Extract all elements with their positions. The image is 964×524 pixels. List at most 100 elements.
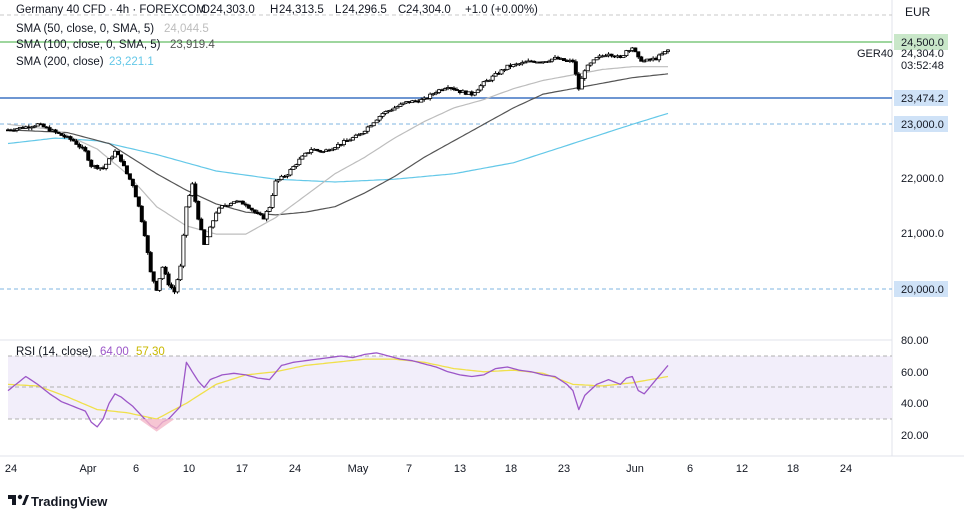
candle-body	[199, 218, 204, 231]
candle-body	[47, 127, 52, 132]
rsi-value: 64.00	[100, 346, 129, 358]
candle-body	[657, 54, 662, 61]
candle-body	[53, 129, 58, 133]
candle-body	[335, 143, 340, 149]
candle-body	[291, 166, 296, 170]
candle-body	[621, 55, 626, 58]
rsi-ma-value: 57.30	[136, 346, 165, 358]
time-label: 6	[133, 463, 139, 475]
candle-body	[523, 61, 528, 64]
sma-100-segment	[7, 73, 669, 216]
candle-body	[175, 279, 180, 293]
candle-body	[481, 81, 486, 87]
candle-body	[225, 204, 230, 207]
candle-body	[431, 93, 436, 96]
candle-body	[377, 115, 382, 121]
candle-body	[116, 150, 121, 156]
candle-body	[573, 61, 578, 75]
candle-body	[398, 103, 403, 107]
candle-body	[309, 149, 314, 154]
candle-body	[68, 136, 73, 140]
candle-body	[249, 207, 254, 211]
time-label: 18	[787, 463, 799, 475]
candle-body	[136, 196, 141, 207]
candle-body	[499, 69, 504, 75]
candle-body	[356, 134, 361, 137]
candle-body	[285, 174, 290, 177]
candle-body	[347, 139, 352, 142]
time-label: 23	[558, 463, 570, 475]
rsi-label[interactable]: RSI (14, close)	[16, 346, 92, 358]
candle-body	[151, 271, 156, 282]
candle-body	[240, 200, 245, 205]
candle-body	[41, 123, 46, 128]
sma-50-segment	[7, 66, 668, 235]
bar-countdown: 03:52:48	[901, 60, 944, 72]
time-label: 24	[840, 463, 852, 475]
candle-body	[392, 107, 397, 111]
sma-200-label[interactable]: SMA (200, close)	[16, 56, 104, 68]
candle-body	[475, 89, 480, 94]
currency-label[interactable]: EUR	[905, 5, 931, 19]
candle-body	[383, 111, 388, 114]
candle-body	[142, 221, 147, 237]
candle-body	[110, 156, 115, 160]
time-label: May	[348, 463, 369, 475]
candle-body	[505, 64, 510, 70]
candle-body	[401, 102, 406, 105]
sma-100-label[interactable]: SMA (100, close, 0, SMA, 5)	[16, 39, 161, 51]
candle-body	[169, 284, 174, 289]
candle-body	[419, 99, 424, 103]
candle-body	[127, 173, 132, 180]
candle-body	[451, 87, 456, 90]
symbol-title[interactable]: Germany 40 CFD · 4h · FOREXCOM	[16, 4, 206, 16]
sma-50-line	[7, 66, 668, 235]
candle-body	[318, 150, 323, 153]
candle-body	[561, 58, 566, 61]
candle-body	[368, 125, 373, 128]
time-label: 6	[687, 463, 693, 475]
candle-body	[243, 203, 248, 206]
ohlc-low-label: L	[335, 4, 342, 16]
candle-body	[184, 206, 189, 236]
rsi-oversold-fill	[138, 419, 175, 432]
time-label: 18	[505, 463, 517, 475]
candle-body	[124, 165, 129, 175]
time-label: Apr	[79, 463, 96, 475]
candle-body	[428, 93, 433, 99]
sma-200-segment	[7, 112, 669, 183]
candle-body	[511, 64, 516, 68]
time-label: 12	[736, 463, 748, 475]
candle-body	[86, 150, 91, 161]
candle-body	[395, 106, 400, 109]
candle-body	[71, 139, 76, 142]
candle-body	[359, 133, 364, 136]
candle-body	[148, 252, 153, 273]
sma-50-value: 24,044.5	[164, 23, 209, 35]
candle-body	[371, 122, 376, 127]
level-tag-23474	[894, 90, 948, 106]
candle-body	[478, 85, 483, 91]
sma-100-value: 23,919.4	[170, 39, 215, 51]
tradingview-logo[interactable]: TradingView	[8, 494, 108, 509]
candle-body	[205, 236, 210, 245]
candle-body	[163, 266, 168, 275]
level-tag-23474-text: 23,474.2	[901, 93, 944, 105]
ohlc-high-label: H	[270, 4, 278, 16]
candle-body	[181, 234, 186, 267]
candle-body	[660, 53, 665, 56]
candle-body	[187, 195, 192, 208]
candle-body	[246, 204, 251, 209]
level-tag-20000-text: 20,000.0	[901, 284, 944, 296]
ohlc-open-label: O	[201, 4, 210, 16]
candle-body	[77, 144, 82, 148]
candle-body	[330, 148, 335, 152]
candle-body	[333, 147, 338, 150]
ohlc-close-label: C	[398, 4, 406, 16]
candle-body	[624, 50, 629, 56]
candle-body	[591, 59, 596, 64]
sma-50-label[interactable]: SMA (50, close, 0, SMA, 5)	[16, 23, 154, 35]
candle-body	[95, 165, 100, 169]
